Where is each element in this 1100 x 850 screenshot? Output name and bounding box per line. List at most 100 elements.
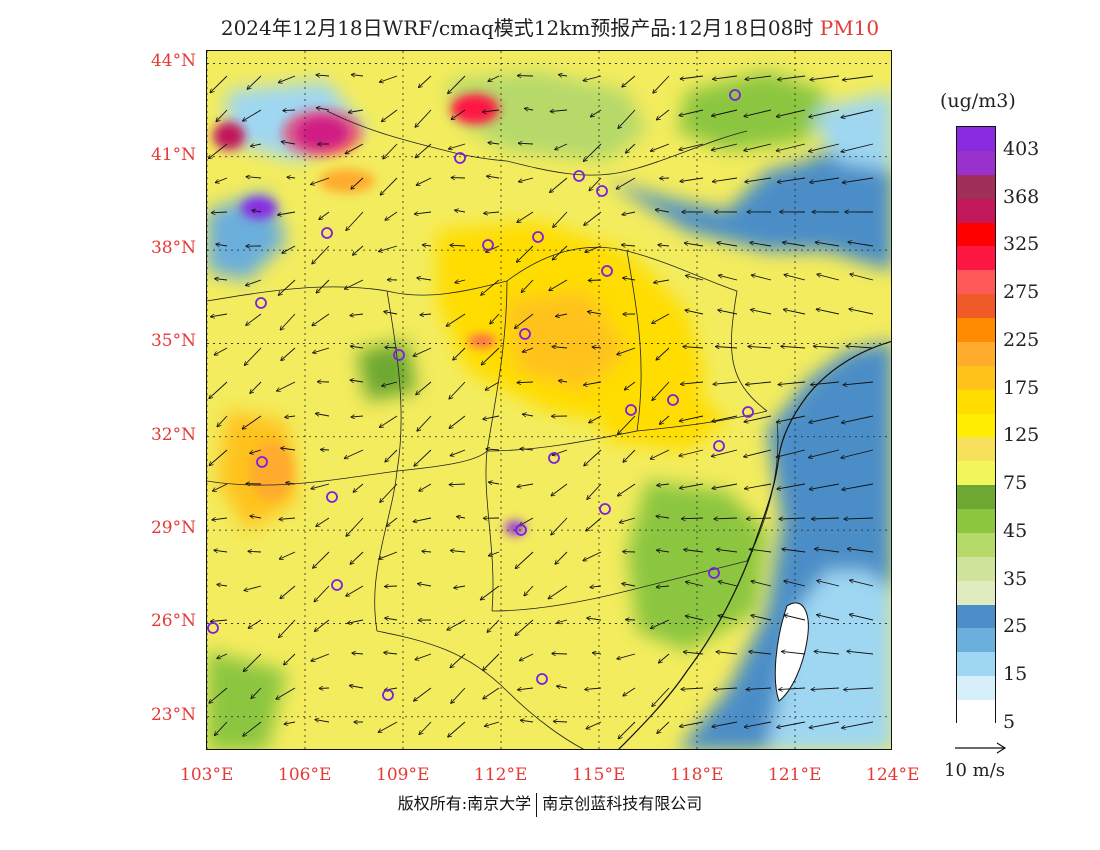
wind-vector	[557, 686, 568, 688]
wind-vector	[716, 652, 738, 655]
wind-vector	[483, 653, 500, 671]
wind-vector	[811, 381, 840, 385]
wind-vector	[416, 381, 432, 395]
wind-vector	[809, 721, 840, 728]
wind-vector	[746, 518, 772, 519]
wind-vector	[316, 108, 330, 110]
wind-vector	[776, 143, 806, 151]
legend-label: 75	[1003, 472, 1028, 495]
wind-vector	[457, 517, 466, 519]
wind-vector	[312, 245, 330, 264]
wind-vector	[655, 210, 670, 212]
wind-vector	[587, 483, 602, 499]
city-marker	[536, 673, 548, 685]
wind-vector	[679, 415, 704, 421]
wind-vector	[557, 619, 568, 623]
wind-vector	[315, 414, 330, 417]
city-marker	[393, 349, 405, 361]
wind-vector	[716, 549, 738, 553]
wind-vector	[209, 381, 228, 399]
wind-vector	[484, 212, 500, 213]
city-marker	[742, 406, 754, 418]
wind-vector	[385, 586, 398, 587]
pm10-map	[207, 51, 891, 749]
legend-swatch	[957, 318, 995, 343]
wind-vector	[246, 313, 262, 325]
wind-vector	[656, 347, 670, 360]
wind-vector	[589, 177, 602, 191]
legend-label: 45	[1003, 519, 1028, 542]
wind-vector	[650, 143, 670, 151]
longitude-label: 109°E	[376, 765, 430, 785]
wind-vector	[685, 310, 704, 315]
wind-vector	[589, 415, 602, 423]
wind-vector	[519, 653, 534, 661]
wind-vector	[487, 176, 500, 178]
wind-vector	[711, 449, 738, 456]
wind-vector	[550, 110, 568, 112]
legend-swatch	[957, 198, 995, 224]
wind-vector	[518, 143, 534, 144]
wind-vector	[714, 688, 738, 689]
longitude-label: 118°E	[670, 765, 724, 785]
wind-vector	[584, 449, 602, 466]
wind-vector	[351, 416, 364, 417]
wind-vector	[616, 177, 636, 189]
wind-vector	[244, 585, 262, 591]
wind-vector	[279, 551, 296, 559]
wind-vector	[713, 75, 738, 79]
wind-vector	[455, 210, 466, 212]
wind-vector	[812, 518, 840, 519]
city-marker	[519, 328, 531, 340]
wind-vector	[626, 620, 636, 621]
longitude-label: 115°E	[572, 765, 626, 785]
wind-vector	[681, 381, 704, 384]
wind-vector	[583, 75, 602, 81]
wind-vector	[657, 550, 670, 552]
wind-vector	[841, 109, 874, 118]
legend-swatch	[957, 246, 995, 271]
wind-vector	[518, 688, 534, 690]
wind-vector	[586, 517, 602, 531]
city-marker	[256, 456, 268, 468]
taiwan-island	[774, 602, 809, 702]
graticule	[207, 51, 891, 749]
wind-vector	[382, 381, 398, 386]
wind-vector	[483, 415, 500, 419]
wind-vector	[316, 75, 330, 76]
wind-vector	[386, 517, 398, 526]
wind-vector	[446, 313, 466, 326]
wind-vector	[850, 580, 874, 587]
wind-vector	[282, 245, 296, 253]
legend-swatch	[957, 676, 995, 701]
wind-vector	[778, 381, 806, 385]
wind-vector	[284, 722, 296, 724]
wind-vector	[217, 653, 228, 659]
latitude-label: 23°N	[150, 704, 196, 725]
wind-vector	[811, 688, 840, 690]
wind-vector	[549, 279, 568, 291]
wind-vector	[216, 109, 228, 122]
wind-vector	[680, 483, 704, 488]
wind-vector	[350, 551, 364, 564]
wind-vector	[681, 518, 704, 519]
wind-vector	[488, 143, 500, 145]
wind-vector	[483, 687, 500, 699]
wind-vector	[417, 278, 432, 280]
wind-vector	[841, 415, 874, 423]
wind-vector	[618, 109, 636, 128]
wind-vector	[552, 654, 568, 655]
wind-vector	[420, 314, 432, 315]
wind-vector	[842, 721, 874, 728]
wind-vector	[588, 312, 602, 314]
longitude-label: 112°E	[474, 765, 528, 785]
legend-swatch	[957, 127, 995, 152]
wind-vector	[213, 483, 228, 491]
city-marker	[255, 297, 267, 309]
wind-vector	[586, 721, 602, 729]
wind-vector	[623, 278, 636, 280]
wind-vector	[748, 346, 772, 348]
longitude-label: 121°E	[768, 765, 822, 785]
wind-vector	[346, 517, 364, 536]
wind-vector	[448, 75, 466, 94]
